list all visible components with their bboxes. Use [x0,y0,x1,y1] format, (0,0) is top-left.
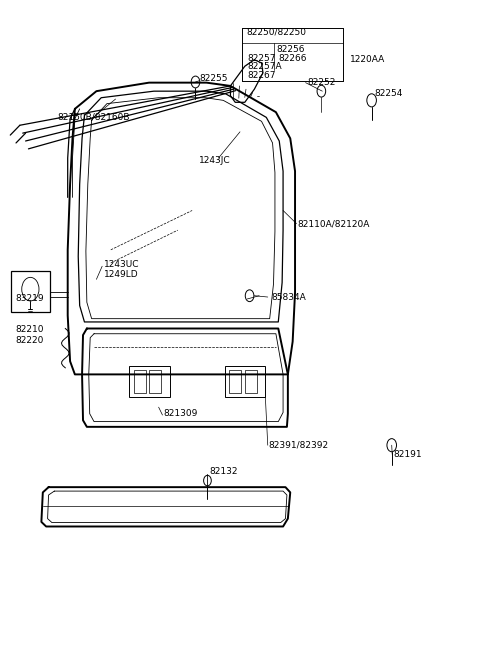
Text: 82257A: 82257A [247,62,282,72]
Text: 82254: 82254 [374,89,402,99]
Bar [229,371,241,393]
Text: 821309: 821309 [163,409,198,419]
Bar [225,366,265,397]
Text: 82266: 82266 [278,54,307,63]
Text: 82110A/82120A: 82110A/82120A [298,219,370,228]
Text: 82255: 82255 [199,74,228,83]
Text: 1243UC: 1243UC [104,260,139,269]
Text: 82391/82392: 82391/82392 [269,441,329,449]
Text: 82191: 82191 [393,450,422,459]
Text: 82220: 82220 [15,336,43,345]
Text: 82267: 82267 [247,71,276,80]
Text: 1243JC: 1243JC [199,156,231,164]
Text: 82256: 82256 [276,45,304,55]
Text: 1220AA: 1220AA [350,55,385,64]
Text: 83219: 83219 [15,294,44,304]
Text: 82132: 82132 [209,467,238,476]
Bar [11,271,49,312]
Text: 82252: 82252 [307,78,336,87]
Text: 1249LD: 1249LD [104,269,138,279]
Bar [149,371,161,393]
Text: 82257: 82257 [247,54,276,63]
Bar [129,366,169,397]
Bar [134,371,146,393]
Bar [245,371,257,393]
Text: 82150B/82160B: 82150B/82160B [57,112,130,122]
Text: 85834A: 85834A [271,292,306,302]
Text: 82210: 82210 [15,325,44,334]
Text: 82250/82250: 82250/82250 [246,28,306,37]
